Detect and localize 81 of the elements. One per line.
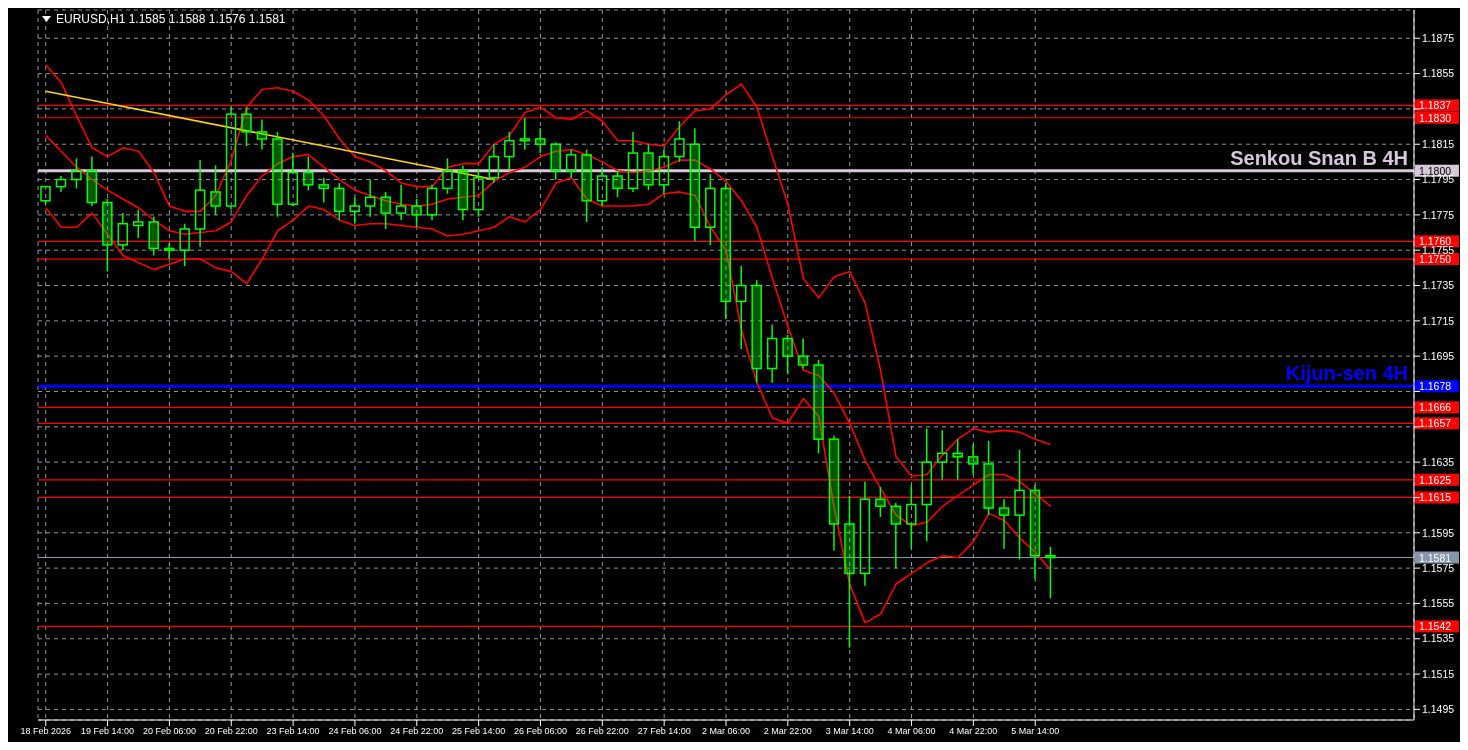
- candlestick: [86, 155, 98, 207]
- candlestick: [735, 265, 747, 350]
- y-tick-label: 1.1735: [1422, 279, 1455, 292]
- candlestick: [457, 164, 469, 221]
- ref-line-label: 1.1750: [1419, 253, 1452, 266]
- candlestick: [766, 323, 778, 384]
- candlestick: [844, 494, 855, 649]
- y-tick-label: 1.1695: [1422, 349, 1455, 362]
- ref-line-label: 1.1666: [1419, 401, 1452, 414]
- candlestick: [658, 148, 670, 195]
- candlestick: [395, 184, 407, 221]
- candlestick: [797, 337, 809, 370]
- x-tick-label: 4 Mar 22:00: [949, 726, 998, 737]
- candlestick: [720, 182, 732, 320]
- candlestick: [859, 480, 871, 587]
- annotation: Senkou Snan B 4H: [1230, 146, 1408, 169]
- y-tick-label: 1.1715: [1422, 314, 1455, 327]
- x-tick-label: 20 Feb 06:00: [142, 726, 196, 737]
- candlestick: [998, 498, 1010, 550]
- candlestick: [967, 443, 979, 476]
- candlestick: [534, 127, 546, 154]
- candlestick: [936, 429, 948, 481]
- y-tick-label: 1.1535: [1422, 632, 1455, 645]
- ref-line-label: 1.1678: [1419, 380, 1452, 393]
- x-tick-label: 18 Feb 2026: [20, 726, 71, 737]
- ref-line-label: 1.1837: [1419, 99, 1452, 112]
- ref-line-label: 1.1581: [1419, 551, 1452, 564]
- x-tick-label: 27 Feb 14:00: [637, 726, 691, 737]
- x-tick-label: 24 Feb 06:00: [328, 726, 382, 737]
- candlestick: [627, 131, 639, 193]
- x-tick-label: 5 Mar 14:00: [1011, 726, 1060, 737]
- x-tick-label: 4 Mar 06:00: [887, 726, 936, 737]
- ref-line-label: 1.1615: [1419, 491, 1452, 504]
- annotation: Kijun-sen 4H: [1285, 362, 1408, 385]
- ref-line-label: 1.1657: [1419, 417, 1452, 430]
- y-tick-label: 1.1855: [1422, 67, 1455, 80]
- y-tick-label: 1.1575: [1422, 561, 1455, 574]
- y-tick-label: 1.1555: [1422, 597, 1455, 610]
- x-tick-label: 26 Feb 22:00: [575, 726, 629, 737]
- candlestick: [828, 434, 840, 552]
- x-tick-label: 25 Feb 14:00: [452, 726, 506, 737]
- candlestick: [921, 427, 933, 543]
- y-tick-label: 1.1775: [1422, 208, 1455, 221]
- y-tick-label: 1.1815: [1422, 137, 1455, 150]
- candlestick: [163, 242, 175, 260]
- x-tick-label: 19 Feb 14:00: [81, 726, 135, 737]
- candlestick: [426, 184, 438, 221]
- x-tick-label: 3 Mar 14:00: [825, 726, 874, 737]
- ref-line-label: 1.1625: [1419, 473, 1452, 486]
- y-tick-label: 1.1875: [1422, 31, 1455, 44]
- y-tick-label: 1.1635: [1422, 455, 1455, 468]
- candlestick: [519, 116, 531, 151]
- candlestick: [318, 177, 330, 204]
- ref-line-label: 1.1830: [1419, 111, 1452, 124]
- y-tick-label: 1.1515: [1422, 667, 1455, 680]
- x-tick-label: 26 Feb 06:00: [513, 726, 567, 737]
- ref-line-label: 1.1800: [1419, 164, 1452, 177]
- candlestick: [256, 118, 268, 151]
- candlestick: [890, 502, 902, 569]
- candlestick: [55, 175, 67, 193]
- candlestick: [225, 106, 237, 211]
- candlestick: [364, 178, 376, 218]
- x-tick-label: 23 Feb 14:00: [266, 726, 320, 737]
- x-tick-label: 2 Mar 22:00: [763, 726, 812, 737]
- x-tick-label: 2 Mar 06:00: [701, 726, 751, 737]
- ref-line-label: 1.1760: [1419, 235, 1452, 248]
- candlestick: [689, 127, 701, 243]
- candlestick: [488, 143, 500, 184]
- candlestick: [1014, 449, 1025, 561]
- candlestick: [117, 212, 129, 251]
- candlestick: [194, 159, 206, 248]
- candlestick: [596, 166, 608, 207]
- x-tick-label: 24 Feb 22:00: [390, 726, 444, 737]
- y-tick-label: 1.1595: [1422, 526, 1455, 539]
- chart-title: EURUSD,H1 1.1585 1.1588 1.1576 1.1581: [56, 12, 286, 26]
- candlestick: [906, 484, 917, 550]
- ref-line-label: 1.1542: [1419, 620, 1452, 633]
- candlestick: [565, 148, 577, 179]
- x-tick-label: 20 Feb 22:00: [204, 726, 258, 737]
- candlestick: [1029, 484, 1041, 580]
- y-tick-label: 1.1495: [1422, 703, 1455, 716]
